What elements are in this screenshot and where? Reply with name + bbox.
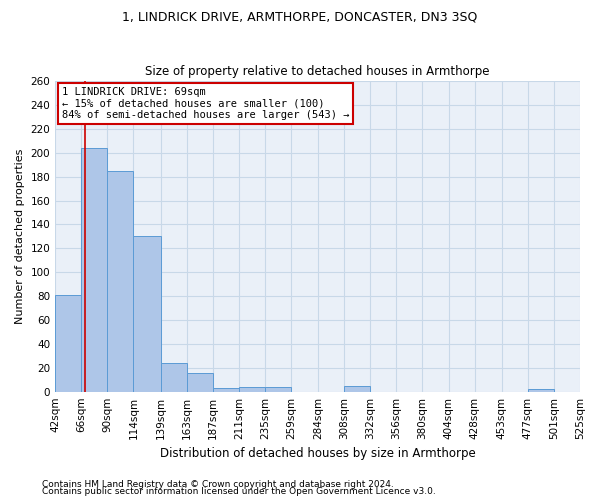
Y-axis label: Number of detached properties: Number of detached properties [15,148,25,324]
Bar [528,390,554,392]
Text: 1 LINDRICK DRIVE: 69sqm
← 15% of detached houses are smaller (100)
84% of semi-d: 1 LINDRICK DRIVE: 69sqm ← 15% of detache… [62,87,349,120]
Bar [81,148,107,392]
Title: Size of property relative to detached houses in Armthorpe: Size of property relative to detached ho… [145,66,490,78]
Bar [239,387,265,392]
X-axis label: Distribution of detached houses by size in Armthorpe: Distribution of detached houses by size … [160,447,475,460]
Bar [344,386,370,392]
Bar [187,372,213,392]
Text: 1, LINDRICK DRIVE, ARMTHORPE, DONCASTER, DN3 3SQ: 1, LINDRICK DRIVE, ARMTHORPE, DONCASTER,… [122,10,478,23]
Bar [55,295,81,392]
Bar [265,387,291,392]
Bar [161,363,187,392]
Bar [213,388,239,392]
Text: Contains HM Land Registry data © Crown copyright and database right 2024.: Contains HM Land Registry data © Crown c… [42,480,394,489]
Text: Contains public sector information licensed under the Open Government Licence v3: Contains public sector information licen… [42,487,436,496]
Bar [107,170,133,392]
Bar [133,236,161,392]
